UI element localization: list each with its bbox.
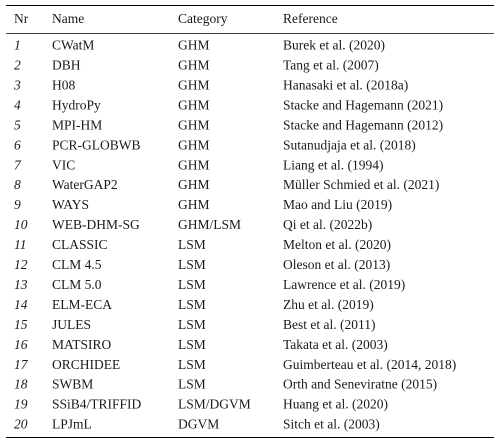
cell-nr: 8 <box>14 177 21 192</box>
cell-reference: Stacke and Hagemann (2012) <box>283 117 443 132</box>
cell-category: GHM <box>178 97 210 112</box>
cell-reference: Oleson et al. (2013) <box>283 257 390 272</box>
cell-category: GHM <box>178 58 210 73</box>
cell-reference: Takata et al. (2003) <box>283 337 388 352</box>
cell-reference: Orth and Seneviratne (2015) <box>283 377 437 392</box>
cell-category: GHM <box>178 157 210 172</box>
cell-category: LSM <box>178 317 206 332</box>
cell-reference: Müller Schmied et al. (2021) <box>283 177 439 192</box>
cell-category: GHM <box>178 38 210 53</box>
cell-reference: Sutanudjaja et al. (2018) <box>283 137 416 152</box>
cell-name: MATSIRO <box>52 337 112 352</box>
header-nr: Nr <box>14 11 29 26</box>
cell-nr: 16 <box>14 337 28 352</box>
cell-name: H08 <box>52 77 75 92</box>
header-reference: Reference <box>283 11 338 26</box>
cell-name: WaterGAP2 <box>52 177 118 192</box>
cell-category: GHM/LSM <box>178 217 241 232</box>
cell-category: LSM <box>178 337 206 352</box>
cell-name: CLM 5.0 <box>52 277 102 292</box>
cell-category: DGVM <box>178 417 219 432</box>
cell-category: LSM <box>178 277 206 292</box>
cell-nr: 17 <box>14 357 29 372</box>
cell-name: PCR-GLOBWB <box>52 137 141 152</box>
cell-name: WEB-DHM-SG <box>52 217 140 232</box>
cell-nr: 1 <box>14 38 21 53</box>
cell-name: SWBM <box>52 377 93 392</box>
cell-category: LSM <box>178 257 206 272</box>
cell-category: LSM <box>178 377 206 392</box>
cell-reference: Lawrence et al. (2019) <box>283 277 405 292</box>
cell-nr: 4 <box>14 97 21 112</box>
cell-nr: 20 <box>14 417 28 432</box>
cell-nr: 3 <box>13 77 21 92</box>
cell-reference: Hanasaki et al. (2018a) <box>283 77 408 92</box>
cell-nr: 19 <box>14 397 28 412</box>
cell-reference: Mao and Liu (2019) <box>283 197 392 212</box>
cell-nr: 15 <box>14 317 28 332</box>
cell-nr: 18 <box>14 377 28 392</box>
cell-reference: Best et al. (2011) <box>283 317 375 332</box>
cell-nr: 5 <box>14 117 21 132</box>
cell-reference: Liang et al. (1994) <box>283 157 383 172</box>
cell-reference: Melton et al. (2020) <box>283 237 391 252</box>
cell-category: GHM <box>178 177 210 192</box>
cell-nr: 14 <box>14 297 28 312</box>
cell-name: HydroPy <box>52 97 101 112</box>
cell-name: WAYS <box>52 197 89 212</box>
cell-name: CWatM <box>52 38 94 53</box>
cell-name: ELM-ECA <box>52 297 112 312</box>
header-name: Name <box>52 11 84 26</box>
cell-reference: Tang et al. (2007) <box>283 58 379 73</box>
cell-reference: Stacke and Hagemann (2021) <box>283 97 443 112</box>
cell-nr: 7 <box>14 157 22 172</box>
cell-name: VIC <box>52 157 75 172</box>
cell-name: LPJmL <box>52 417 92 432</box>
cell-nr: 10 <box>14 217 28 232</box>
cell-category: GHM <box>178 117 210 132</box>
cell-nr: 13 <box>14 277 28 292</box>
cell-name: JULES <box>52 317 91 332</box>
cell-category: LSM/DGVM <box>178 397 251 412</box>
cell-name: SSiB4/TRIFFID <box>52 397 142 412</box>
cell-reference: Guimberteau et al. (2014, 2018) <box>283 357 456 372</box>
cell-name: ORCHIDEE <box>52 357 120 372</box>
cell-category: LSM <box>178 357 206 372</box>
cell-category: LSM <box>178 297 206 312</box>
cell-nr: 9 <box>14 197 21 212</box>
cell-reference: Zhu et al. (2019) <box>283 297 374 312</box>
cell-reference: Qi et al. (2022b) <box>283 217 372 232</box>
cell-reference: Sitch et al. (2003) <box>283 417 380 432</box>
cell-category: GHM <box>178 197 210 212</box>
cell-name: MPI-HM <box>52 117 102 132</box>
cell-reference: Huang et al. (2020) <box>283 397 388 412</box>
cell-category: GHM <box>178 77 210 92</box>
cell-category: GHM <box>178 137 210 152</box>
cell-name: CLASSIC <box>52 237 108 252</box>
cell-nr: 12 <box>14 257 28 272</box>
header-category: Category <box>178 11 228 26</box>
cell-reference: Burek et al. (2020) <box>283 38 385 53</box>
cell-name: CLM 4.5 <box>52 257 102 272</box>
cell-nr: 2 <box>14 58 21 73</box>
cell-name: DBH <box>52 58 81 73</box>
cell-category: LSM <box>178 237 206 252</box>
cell-nr: 11 <box>14 237 27 252</box>
cell-nr: 6 <box>14 137 21 152</box>
